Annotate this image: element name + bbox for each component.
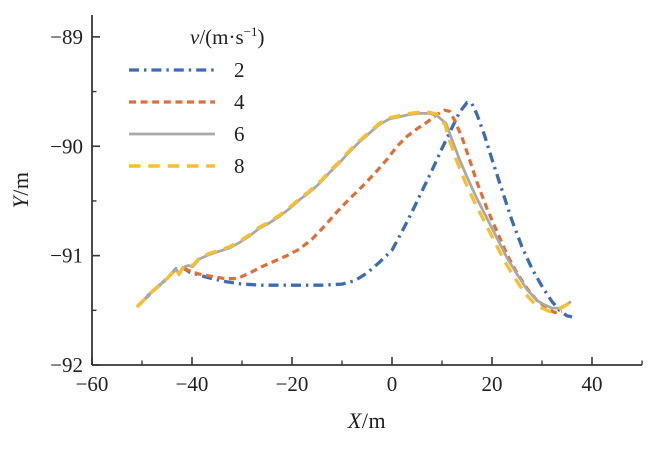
legend-title-close: ) <box>257 25 265 49</box>
y-tick-label: −89 <box>50 25 83 49</box>
x-tick-label: 0 <box>387 372 398 396</box>
x-axis-title-unit: /m <box>361 408 387 433</box>
y-axis-title: Y/m <box>8 172 34 209</box>
legend-title: v/(m·s−1) <box>190 24 265 50</box>
legend-line-sample-v2 <box>129 68 215 72</box>
legend-label-v8: 8 <box>234 153 245 178</box>
legend-label-v4: 4 <box>234 89 245 114</box>
x-tick-label: −40 <box>176 372 209 396</box>
x-tick-label: −20 <box>276 372 309 396</box>
y-tick-label: −91 <box>50 244 83 268</box>
x-axis-title-symbol: X <box>347 408 362 433</box>
legend-line-sample-v6 <box>129 132 215 136</box>
legend-title-unit: /(m·s <box>199 25 244 49</box>
legend-line-sample-v8 <box>129 164 215 168</box>
series-line-v8 <box>135 110 573 314</box>
legend-item-v2: 2 <box>128 54 265 86</box>
legend-item-v8: 8 <box>128 150 265 182</box>
legend-title-exponent: −1 <box>243 24 258 39</box>
legend-label-v6: 6 <box>234 121 245 146</box>
x-tick-label: 40 <box>582 372 603 396</box>
y-axis-title-unit: /m <box>8 171 33 196</box>
legend-item-v4: 4 <box>128 86 265 118</box>
legend-label-v2: 2 <box>234 57 245 82</box>
x-axis-title: X/m <box>92 408 642 434</box>
y-axis-title-symbol: Y <box>8 195 33 209</box>
y-tick-label: −92 <box>50 353 83 377</box>
legend-item-v6: 6 <box>128 118 265 150</box>
x-tick-label: 20 <box>482 372 503 396</box>
legend-title-variable: v <box>190 25 200 49</box>
legend-line-sample-v4 <box>129 100 215 104</box>
x-tick-label: −60 <box>76 372 109 396</box>
y-tick-label: −90 <box>50 134 83 158</box>
legend: v/(m·s−1) 2 4 6 8 <box>128 24 265 182</box>
